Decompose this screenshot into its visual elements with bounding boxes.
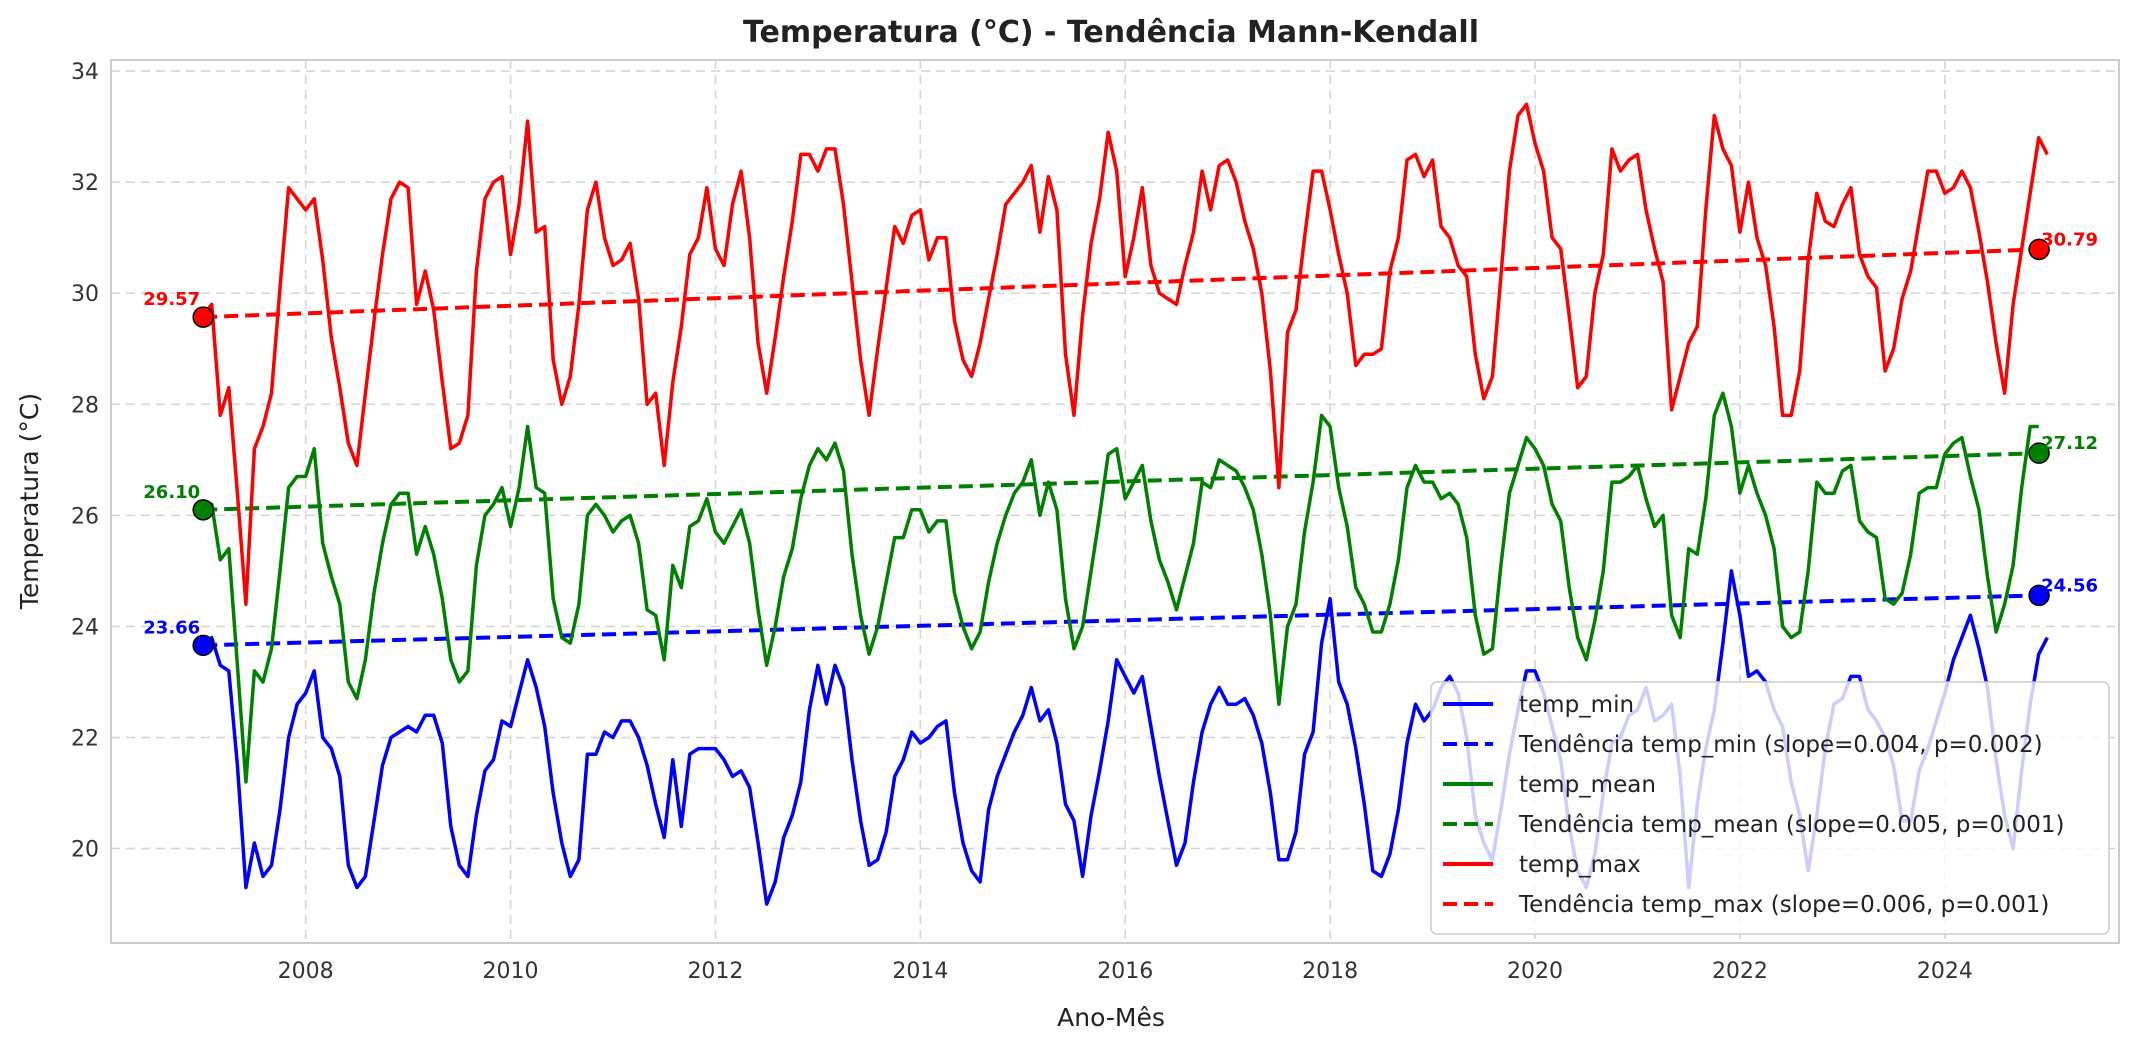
series-tend-ncia-temp-min-slope-0-004-p-0-002: [203, 593, 2040, 648]
label-start-temp-min: 23.66: [143, 617, 200, 638]
legend-label-tend-ncia-temp-max-slope-0-006-p-0-001: Tendência temp_max (slope=0.006, p=0.001…: [1518, 892, 2049, 918]
label-end-temp-max: 30.79: [2041, 229, 2098, 250]
x-tick-label-2014: 2014: [892, 959, 948, 984]
series-tend-ncia-temp-max-slope-0-006-p-0-001: [203, 247, 2040, 320]
label-start-temp-max: 29.57: [143, 289, 200, 310]
label-start-temp-mean: 26.10: [143, 482, 200, 503]
y-axis-title: Temperatura (°C): [15, 393, 44, 610]
marker-start-temp-max: [192, 306, 214, 328]
y-tick-label-30: 30: [71, 282, 99, 307]
y-tick-label-26: 26: [71, 504, 99, 529]
x-axis-ticks: 2008 2010 2012 2014 2016 2018 2020 2022 2024: [278, 959, 1973, 984]
x-tick-label-2022: 2022: [1712, 959, 1768, 984]
label-end-temp-mean: 27.12: [2041, 433, 2098, 454]
y-tick-label-28: 28: [71, 393, 99, 418]
y-tick-label-34: 34: [71, 60, 99, 85]
marker-end-temp-max: [2028, 238, 2050, 261]
x-tick-label-2020: 2020: [1507, 959, 1563, 984]
marker-end-temp-min: [2028, 584, 2050, 607]
series-tend-ncia-temp-mean-slope-0-005-p-0-001: [203, 451, 2040, 512]
y-tick-label-24: 24: [71, 615, 99, 640]
marker-start-temp-min: [192, 634, 214, 657]
legend-label-temp-mean: temp_mean: [1519, 772, 1656, 798]
marker-end-temp-mean: [2028, 442, 2050, 464]
endpoint-markers: 23.66 24.56 26.10 27.12 29.57 30.79: [143, 229, 2098, 657]
y-tick-label-20: 20: [71, 838, 99, 863]
chart-title: Temperatura (°C) - Tendência Mann-Kendal…: [743, 15, 1479, 50]
series-temp-mean: [202, 391, 2039, 784]
x-tick-label-2016: 2016: [1097, 959, 1153, 984]
x-axis-title: Ano-Mês: [1057, 1003, 1165, 1032]
legend-label-tend-ncia-temp-mean-slope-0-005-p-0-001: Tendência temp_mean (slope=0.005, p=0.00…: [1518, 812, 2064, 838]
x-tick-label-2010: 2010: [483, 959, 539, 984]
x-tick-label-2024: 2024: [1917, 959, 1973, 984]
x-tick-label-2018: 2018: [1302, 959, 1358, 984]
x-tick-label-2008: 2008: [278, 959, 334, 984]
legend-label-temp-max: temp_max: [1519, 852, 1641, 878]
legend: temp_min Tendência temp_min (slope=0.004,…: [1430, 681, 2110, 935]
plot-frame: [110, 59, 2120, 944]
legend-label-tend-ncia-temp-min-slope-0-004-p-0-002: Tendência temp_min (slope=0.004, p=0.002…: [1518, 732, 2043, 758]
series-temp-max: [201, 102, 2049, 606]
label-end-temp-min: 24.56: [2041, 575, 2098, 596]
series-layer: [201, 102, 2049, 906]
y-tick-label-32: 32: [71, 171, 99, 196]
series-temp-min: [202, 569, 2049, 906]
marker-start-temp-mean: [192, 499, 214, 521]
legend-box: [1430, 681, 2110, 935]
legend-label-temp-min: temp_min: [1519, 692, 1634, 718]
y-tick-label-22: 22: [71, 727, 99, 752]
x-tick-label-2012: 2012: [687, 959, 743, 984]
y-axis-ticks: 20 22 24 26 28 30 32 34: [71, 60, 99, 862]
